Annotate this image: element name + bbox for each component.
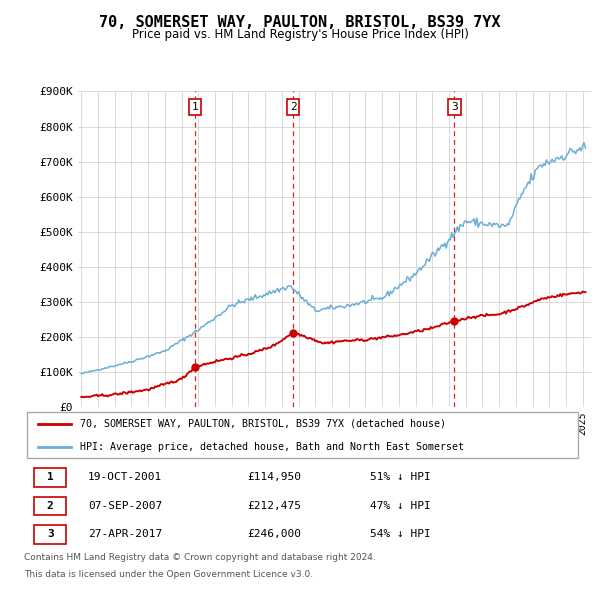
Text: 19-OCT-2001: 19-OCT-2001 xyxy=(88,473,163,483)
Text: 2: 2 xyxy=(290,102,296,112)
Text: £212,475: £212,475 xyxy=(247,501,301,511)
Text: 70, SOMERSET WAY, PAULTON, BRISTOL, BS39 7YX: 70, SOMERSET WAY, PAULTON, BRISTOL, BS39… xyxy=(99,15,501,30)
Text: 2: 2 xyxy=(47,501,53,511)
Text: 3: 3 xyxy=(451,102,458,112)
Text: 70, SOMERSET WAY, PAULTON, BRISTOL, BS39 7YX (detached house): 70, SOMERSET WAY, PAULTON, BRISTOL, BS39… xyxy=(80,418,446,428)
FancyBboxPatch shape xyxy=(34,525,67,544)
Text: HPI: Average price, detached house, Bath and North East Somerset: HPI: Average price, detached house, Bath… xyxy=(80,442,464,452)
Text: £246,000: £246,000 xyxy=(247,529,301,539)
Text: 3: 3 xyxy=(47,529,53,539)
FancyBboxPatch shape xyxy=(34,497,67,515)
FancyBboxPatch shape xyxy=(27,412,578,458)
FancyBboxPatch shape xyxy=(34,468,67,487)
Text: 1: 1 xyxy=(191,102,199,112)
Text: 51% ↓ HPI: 51% ↓ HPI xyxy=(370,473,431,483)
Text: This data is licensed under the Open Government Licence v3.0.: This data is licensed under the Open Gov… xyxy=(24,571,313,579)
Text: 27-APR-2017: 27-APR-2017 xyxy=(88,529,163,539)
Text: Price paid vs. HM Land Registry's House Price Index (HPI): Price paid vs. HM Land Registry's House … xyxy=(131,28,469,41)
Text: 07-SEP-2007: 07-SEP-2007 xyxy=(88,501,163,511)
Text: 47% ↓ HPI: 47% ↓ HPI xyxy=(370,501,431,511)
Text: Contains HM Land Registry data © Crown copyright and database right 2024.: Contains HM Land Registry data © Crown c… xyxy=(24,553,376,562)
Text: £114,950: £114,950 xyxy=(247,473,301,483)
Text: 1: 1 xyxy=(47,473,53,483)
Text: 54% ↓ HPI: 54% ↓ HPI xyxy=(370,529,431,539)
